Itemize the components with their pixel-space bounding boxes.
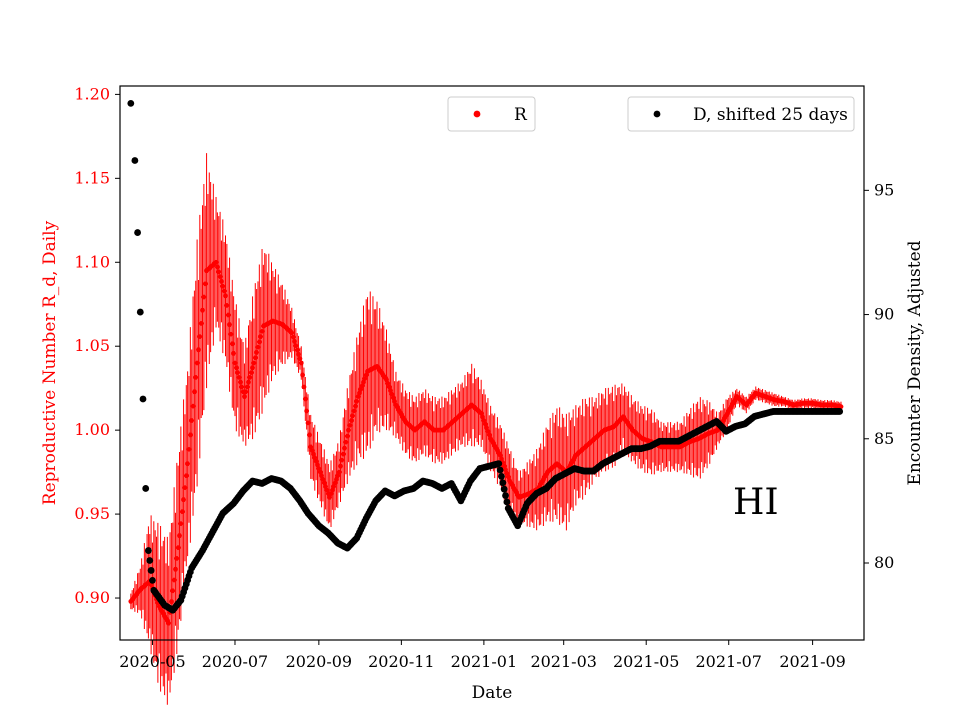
d-point — [136, 308, 144, 316]
d-point — [139, 395, 147, 403]
left-y-axis-ticks: 0.90 0.95 1.00 1.05 1.10 1.15 1.20 — [74, 84, 120, 607]
legend-d-box — [627, 96, 855, 132]
x-tick-label: 2021-01 — [451, 652, 517, 671]
right-y-axis-label: Encounter Density, Adjusted — [905, 240, 925, 485]
r-point — [838, 404, 844, 410]
x-tick-label: 2020-07 — [202, 652, 268, 671]
d-point — [496, 466, 504, 474]
d-point — [498, 472, 505, 480]
right-y-tick-label: 85 — [874, 429, 894, 448]
x-tick-label: 2021-05 — [613, 652, 679, 671]
left-y-tick-label: 1.00 — [74, 420, 110, 439]
legend-d-label: D, shifted 25 days — [693, 105, 848, 125]
d-point — [146, 557, 154, 564]
left-y-axis-label: Reproductive Number R_d, Daily — [40, 220, 60, 505]
d-point — [502, 492, 509, 499]
x-tick-label: 2020-09 — [286, 652, 352, 671]
left-y-tick-label: 0.95 — [74, 504, 110, 523]
d-point — [127, 99, 135, 107]
legend-r-marker — [473, 110, 481, 118]
plot-frame — [119, 85, 865, 641]
x-tick-label: 2021-09 — [779, 652, 845, 671]
x-tick-label: 2021-07 — [695, 652, 761, 671]
legend-d: D, shifted 25 days — [627, 96, 855, 132]
x-axis-ticks: 2020-05 2020-07 2020-09 2020-11 2021-01 2021-… — [119, 640, 846, 671]
d-point — [836, 408, 844, 415]
r-series — [128, 153, 844, 705]
x-axis-label: Date — [472, 683, 513, 703]
d-point — [499, 479, 507, 487]
legend-r-box — [447, 96, 536, 132]
right-y-tick-label: 90 — [874, 305, 894, 324]
x-tick-label: 2020-05 — [119, 652, 185, 671]
d-point — [142, 485, 150, 492]
left-y-tick-label: 1.20 — [74, 84, 110, 103]
d-point — [500, 485, 508, 493]
d-point — [149, 576, 156, 584]
d-point — [495, 460, 503, 468]
d-series — [127, 99, 844, 614]
legend-d-marker — [653, 110, 661, 118]
right-y-tick-label: 95 — [874, 180, 894, 199]
d-point — [147, 567, 155, 574]
d-point — [131, 157, 139, 164]
d-point — [503, 498, 511, 506]
legend-r: R — [447, 96, 536, 132]
d-point — [134, 229, 141, 236]
left-y-tick-label: 1.05 — [74, 336, 110, 355]
x-tick-label: 2020-11 — [368, 652, 434, 671]
x-tick-label: 2021-03 — [530, 652, 596, 671]
legend-r-label: R — [514, 105, 528, 125]
left-y-tick-label: 1.10 — [74, 252, 110, 271]
right-y-tick-label: 80 — [874, 553, 894, 572]
d-point — [145, 547, 152, 554]
left-y-tick-label: 1.15 — [74, 168, 110, 187]
left-y-tick-label: 0.90 — [74, 588, 110, 607]
state-annotation: HI — [733, 482, 779, 523]
right-y-axis-ticks: 80 85 90 95 — [864, 180, 894, 572]
